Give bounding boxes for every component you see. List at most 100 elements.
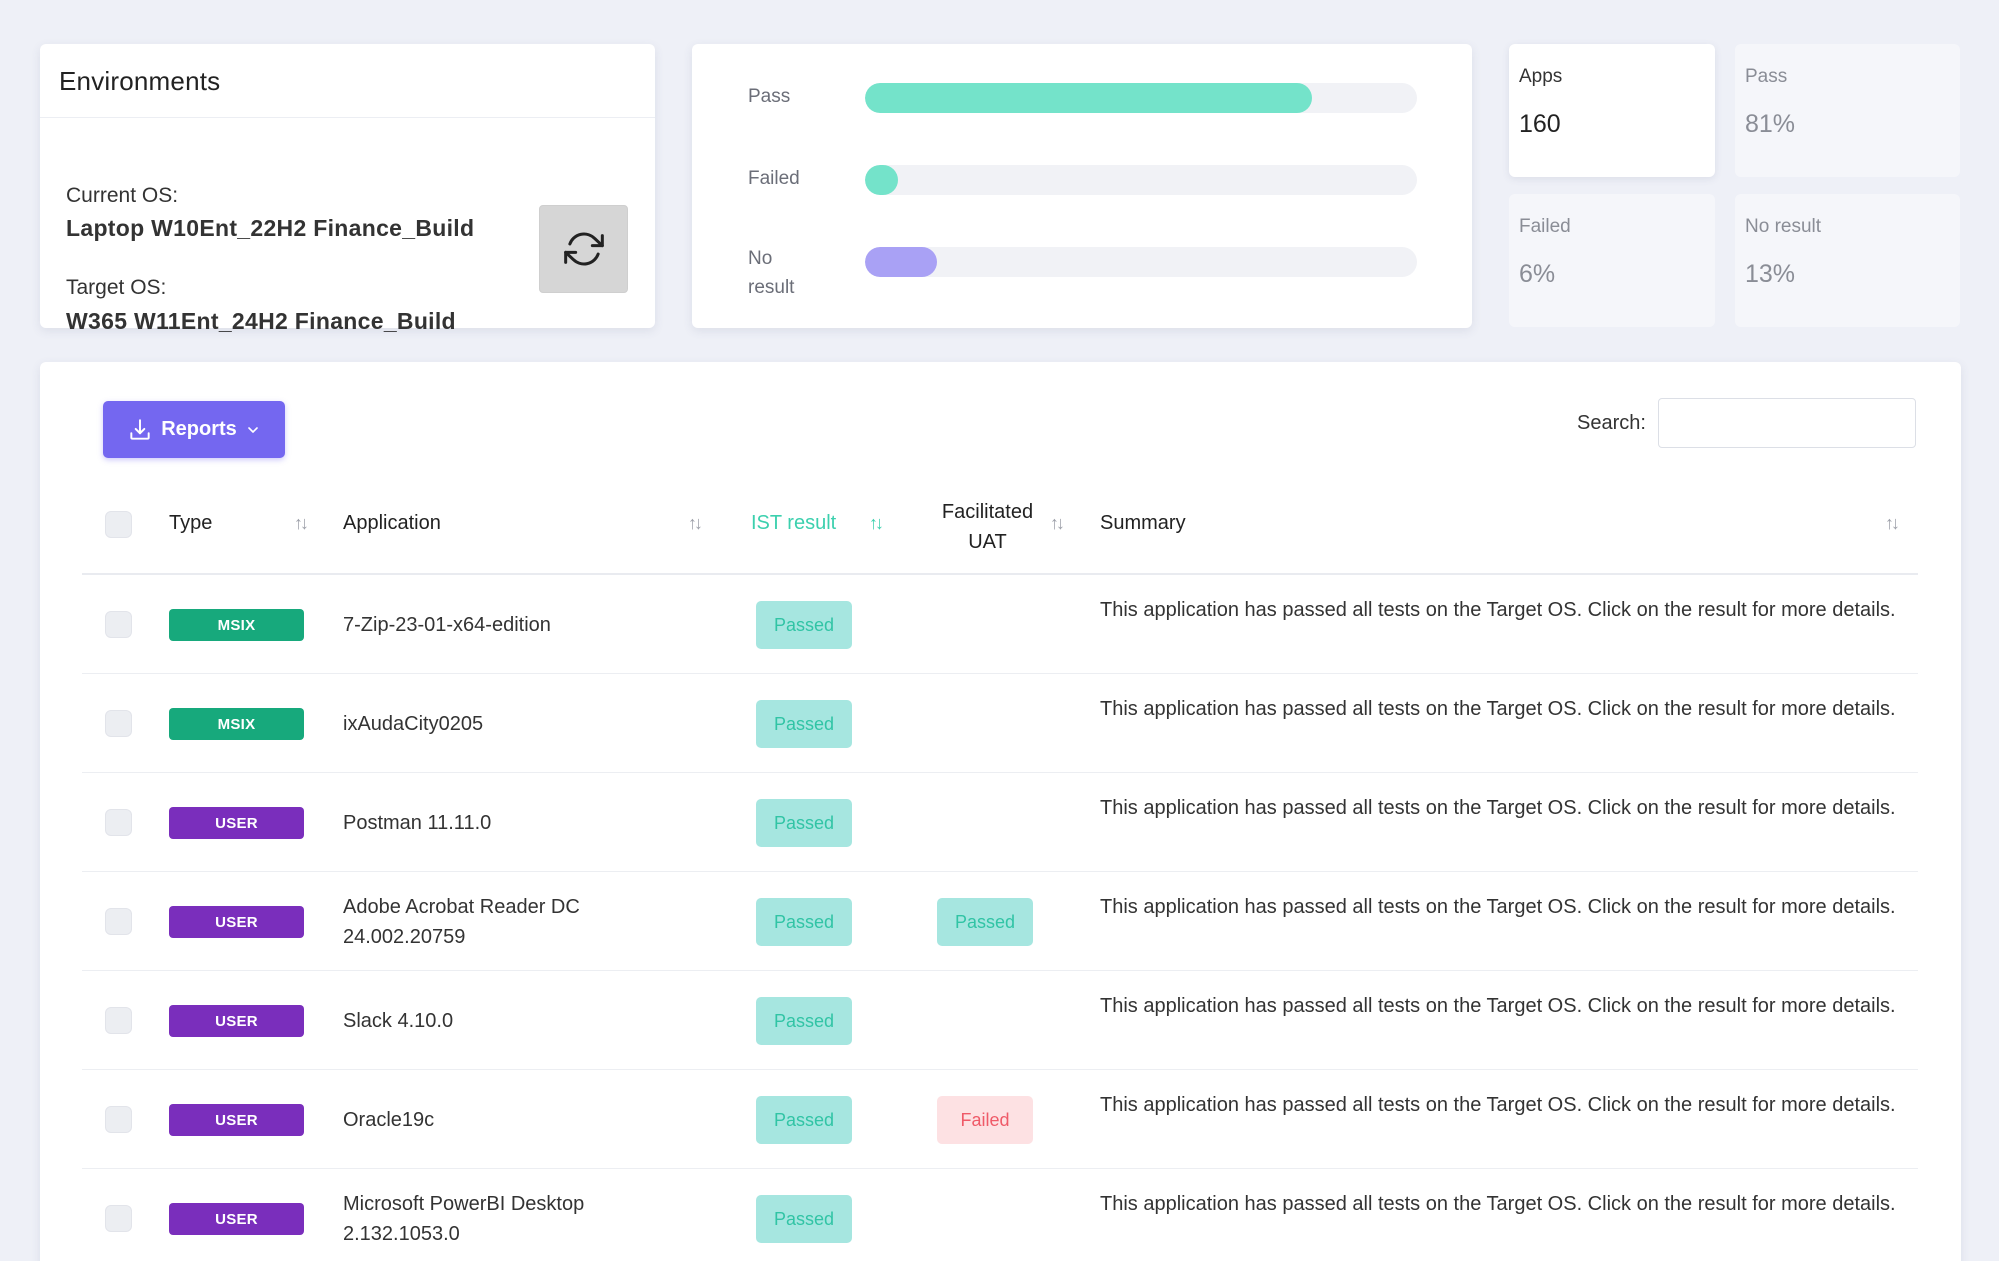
progress-fill <box>865 165 899 195</box>
current-os-value: Laptop W10Ent_22H2 Finance_Build <box>66 215 475 241</box>
stat-no-result: No result 13% <box>1735 194 1960 327</box>
progress-track <box>865 247 1417 277</box>
row-divider <box>82 871 1918 872</box>
summary-text: This application has passed all tests on… <box>1100 896 1896 918</box>
select-all-checkbox[interactable] <box>105 511 132 538</box>
current-os-label: Current OS: <box>66 184 179 207</box>
refresh-button[interactable] <box>539 205 628 293</box>
sort-icon[interactable]: ↑↓ <box>869 513 884 533</box>
header-ist-result[interactable]: IST result <box>751 512 837 534</box>
summary-text: This application has passed all tests on… <box>1100 1193 1896 1215</box>
stat-pass: Pass 81% <box>1735 44 1960 177</box>
application-name[interactable]: Slack 4.10.0 <box>343 1010 454 1032</box>
target-os-value: W365 W11Ent_24H2 Finance_Build <box>66 308 456 334</box>
stat-apps-label: Apps <box>1519 66 1563 87</box>
applications-panel: Reports Search: Type ↑↓ Application ↑↓ I… <box>40 362 1961 1261</box>
results-progress-card: Pass Failed No result <box>692 44 1472 328</box>
ist-result-badge[interactable]: Passed <box>756 700 852 748</box>
stat-no-result-value: 13% <box>1745 260 1796 288</box>
application-name[interactable]: Adobe Acrobat Reader DC 24.002.20759 <box>343 896 580 948</box>
stat-apps: Apps 160 <box>1509 44 1715 177</box>
row-divider <box>82 772 1918 773</box>
type-badge: USER <box>169 906 304 938</box>
row-divider <box>82 1069 1918 1070</box>
header-type[interactable]: Type <box>169 512 213 534</box>
table-row[interactable]: USER Adobe Acrobat Reader DC 24.002.20759… <box>40 872 1961 971</box>
sort-icon[interactable]: ↑↓ <box>294 513 309 533</box>
environments-title: Environments <box>40 44 655 118</box>
table-row[interactable]: MSIX ixAudaCity0205 Passed This application… <box>40 674 1961 773</box>
stat-no-result-label: No result <box>1745 216 1822 237</box>
type-badge: USER <box>169 1005 304 1037</box>
type-badge: MSIX <box>169 708 304 740</box>
ist-result-badge[interactable]: Passed <box>756 1195 852 1243</box>
application-name[interactable]: Oracle19c <box>343 1109 435 1131</box>
uat-result-badge[interactable]: Passed <box>937 898 1033 946</box>
row-checkbox[interactable] <box>105 908 132 935</box>
stat-apps-value: 160 <box>1519 110 1561 138</box>
download-icon <box>130 418 150 440</box>
reports-label: Reports <box>161 418 237 440</box>
ist-result-badge[interactable]: Passed <box>756 1096 852 1144</box>
ist-result-badge[interactable]: Passed <box>756 601 852 649</box>
sort-icon[interactable]: ↑↓ <box>1885 513 1900 533</box>
progress-fill <box>865 247 937 277</box>
progress-label: Pass <box>748 86 791 107</box>
stat-failed-label: Failed <box>1519 216 1571 237</box>
stat-pass-label: Pass <box>1745 66 1788 87</box>
table-header-divider <box>82 573 1918 575</box>
sort-icon[interactable]: ↑↓ <box>1050 513 1065 533</box>
table-row[interactable]: MSIX 7-Zip-23-01-x64-edition Passed This ap… <box>40 575 1961 674</box>
sort-icon[interactable]: ↑↓ <box>688 513 703 533</box>
row-checkbox[interactable] <box>105 1205 132 1232</box>
target-os-label: Target OS: <box>66 276 167 299</box>
application-name[interactable]: 7-Zip-23-01-x64-edition <box>343 614 551 636</box>
chevron-down-icon <box>247 426 258 433</box>
table-row[interactable]: USER Slack 4.10.0 Passed This application h… <box>40 971 1961 1070</box>
type-badge: USER <box>169 1104 304 1136</box>
stat-failed-value: 6% <box>1519 260 1556 288</box>
header-uat-line1: Facilitated <box>941 501 1034 523</box>
ist-result-badge[interactable]: Passed <box>756 997 852 1045</box>
progress-label: Failed <box>748 168 800 189</box>
application-name[interactable]: Postman 11.11.0 <box>343 812 492 834</box>
row-checkbox[interactable] <box>105 1106 132 1133</box>
header-application[interactable]: Application <box>343 512 441 534</box>
application-name[interactable]: Microsoft PowerBI Desktop 2.132.1053.0 <box>343 1193 585 1245</box>
row-checkbox[interactable] <box>105 1007 132 1034</box>
table-row[interactable]: USER Oracle19c Passed Failed This applicatio… <box>40 1070 1961 1169</box>
header-uat-line2: UAT <box>968 531 1007 553</box>
progress-track <box>865 165 1417 195</box>
search-input[interactable] <box>1658 398 1916 448</box>
type-badge: MSIX <box>169 609 304 641</box>
summary-text: This application has passed all tests on… <box>1100 599 1896 621</box>
summary-text: This application has passed all tests on… <box>1100 797 1896 819</box>
search-label: Search: <box>1577 412 1646 434</box>
progress-label: No result <box>748 248 795 298</box>
type-badge: USER <box>169 1203 304 1235</box>
row-divider <box>82 1168 1918 1169</box>
ist-result-badge[interactable]: Passed <box>756 799 852 847</box>
stat-failed: Failed 6% <box>1509 194 1715 327</box>
environments-card: Environments Current OS: Laptop W10Ent_2… <box>40 44 655 334</box>
application-name[interactable]: ixAudaCity0205 <box>343 713 484 735</box>
header-facilitated-uat[interactable]: Facilitated UAT <box>925 497 1050 557</box>
summary-text: This application has passed all tests on… <box>1100 1094 1896 1116</box>
progress-fill <box>865 83 1313 113</box>
row-divider <box>82 673 1918 674</box>
reports-dropdown-button[interactable]: Reports <box>103 401 285 458</box>
row-checkbox[interactable] <box>105 710 132 737</box>
summary-text: This application has passed all tests on… <box>1100 698 1896 720</box>
row-checkbox[interactable] <box>105 809 132 836</box>
header-summary[interactable]: Summary <box>1100 512 1186 534</box>
row-checkbox[interactable] <box>105 611 132 638</box>
type-badge: USER <box>169 807 304 839</box>
summary-text: This application has passed all tests on… <box>1100 995 1896 1017</box>
refresh-icon <box>563 232 604 266</box>
table-row[interactable]: USER Postman 11.11.0 Passed This applicatio… <box>40 773 1961 872</box>
stat-pass-value: 81% <box>1745 110 1796 138</box>
uat-result-badge[interactable]: Failed <box>937 1096 1033 1144</box>
row-divider <box>82 970 1918 971</box>
ist-result-badge[interactable]: Passed <box>756 898 852 946</box>
table-row[interactable]: USER Microsoft PowerBI Desktop 2.132.1053… <box>40 1169 1961 1261</box>
